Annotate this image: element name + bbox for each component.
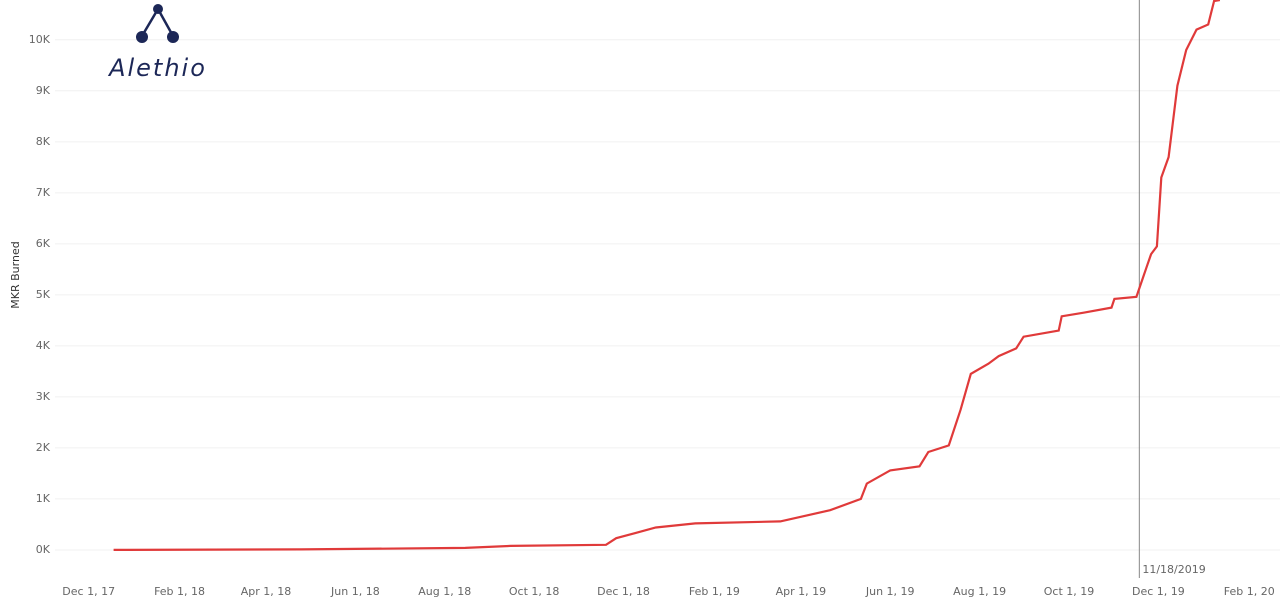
y-tick-label: 5K [36, 288, 51, 301]
x-tick-label: Oct 1, 19 [1044, 585, 1095, 598]
y-tick-label: 6K [36, 237, 51, 250]
x-tick-label: Apr 1, 18 [241, 585, 292, 598]
y-tick-label: 1K [36, 492, 51, 505]
y-tick-label: 0K [36, 543, 51, 556]
y-tick-label: 2K [36, 441, 51, 454]
y-tick-label: 8K [36, 135, 51, 148]
x-tick-label: Dec 1, 17 [62, 585, 115, 598]
x-tick-label: Jun 1, 19 [865, 585, 915, 598]
reference-label: 11/18/2019 [1142, 563, 1205, 576]
x-tick-label: Aug 1, 18 [418, 585, 471, 598]
y-axis-label: MKR Burned [9, 241, 22, 308]
y-tick-label: 7K [36, 186, 51, 199]
x-tick-label: Feb 1, 18 [154, 585, 205, 598]
logo-text: Alethio [107, 54, 207, 82]
y-tick-label: 10K [29, 33, 51, 46]
x-tick-label: Dec 1, 19 [1132, 585, 1185, 598]
x-tick-label: Jun 1, 18 [330, 585, 380, 598]
x-tick-label: Dec 1, 18 [597, 585, 650, 598]
x-tick-label: Aug 1, 19 [953, 585, 1006, 598]
x-tick-label: Apr 1, 19 [776, 585, 827, 598]
x-tick-label: Feb 1, 19 [689, 585, 740, 598]
x-tick-label: Feb 1, 20 [1224, 585, 1275, 598]
y-tick-label: 3K [36, 390, 51, 403]
y-tick-label: 9K [36, 84, 51, 97]
y-tick-label: 4K [36, 339, 51, 352]
logo-icon [136, 4, 179, 43]
data-line [113, 0, 1221, 551]
x-tick-label: Oct 1, 18 [509, 585, 560, 598]
